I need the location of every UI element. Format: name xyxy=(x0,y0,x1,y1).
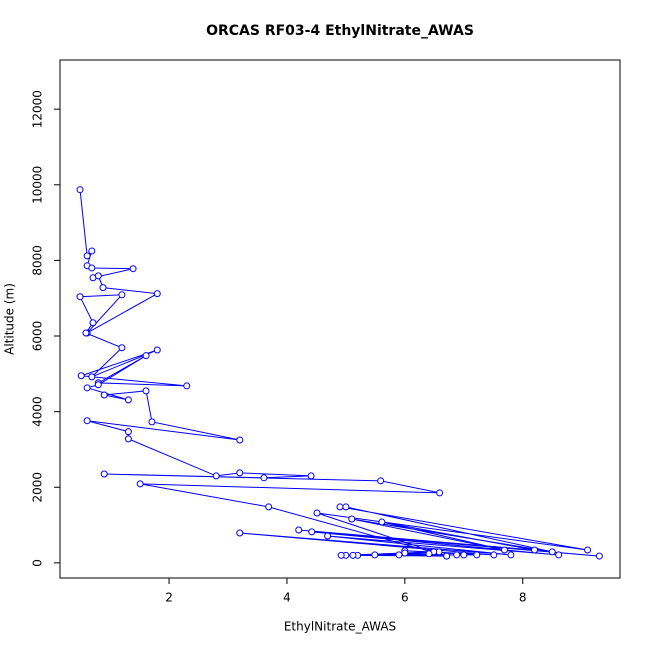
data-point xyxy=(142,387,150,395)
data-point xyxy=(83,252,91,260)
data-point xyxy=(531,546,539,554)
data-point xyxy=(348,515,356,523)
data-point xyxy=(88,373,96,381)
data-point xyxy=(94,272,102,280)
data-point xyxy=(377,477,385,485)
x-tick-label: 4 xyxy=(283,591,291,605)
data-point xyxy=(548,548,556,556)
data-point xyxy=(425,550,433,558)
data-point xyxy=(183,382,191,390)
data-point xyxy=(342,503,350,511)
x-tick-label: 6 xyxy=(401,591,409,605)
data-point xyxy=(88,247,96,255)
data-point xyxy=(336,503,344,511)
data-point xyxy=(82,329,90,337)
data-point xyxy=(89,319,97,327)
y-tick-label: 10000 xyxy=(31,166,45,204)
data-point xyxy=(500,546,508,554)
data-point xyxy=(124,428,132,436)
data-point xyxy=(490,551,498,559)
data-point xyxy=(371,551,379,559)
data-point xyxy=(595,552,603,560)
data-point xyxy=(443,552,451,560)
x-tick-label: 8 xyxy=(519,591,527,605)
data-point xyxy=(324,532,332,540)
data-point xyxy=(265,503,273,511)
data-point xyxy=(88,264,96,272)
data-point xyxy=(153,346,161,354)
data-point xyxy=(142,352,150,360)
data-point xyxy=(295,526,303,534)
data-point xyxy=(76,186,84,194)
data-point xyxy=(118,291,126,299)
data-point xyxy=(100,391,108,399)
data-point xyxy=(349,551,357,559)
data-point xyxy=(100,470,108,478)
data-point xyxy=(148,418,156,426)
data-point xyxy=(453,551,461,559)
data-point xyxy=(77,372,85,380)
data-point xyxy=(129,265,137,273)
data-point xyxy=(83,384,91,392)
data-point xyxy=(584,546,592,554)
y-tick-label: 0 xyxy=(31,559,45,567)
y-axis-label: Altitude (m) xyxy=(3,283,17,355)
data-point xyxy=(395,551,403,559)
data-point xyxy=(313,509,321,517)
data-point xyxy=(460,551,468,559)
data-point xyxy=(401,549,409,557)
data-line xyxy=(79,189,600,557)
data-point xyxy=(308,528,316,536)
plot-frame xyxy=(59,59,621,579)
data-point xyxy=(153,290,161,298)
data-point xyxy=(236,436,244,444)
y-tick-label: 2000 xyxy=(31,472,45,503)
data-point xyxy=(236,529,244,537)
data-point xyxy=(94,381,102,389)
data-point xyxy=(124,435,132,443)
data-point xyxy=(307,472,315,480)
y-tick-label: 6000 xyxy=(31,321,45,352)
y-tick-label: 8000 xyxy=(31,245,45,276)
data-point xyxy=(378,518,386,526)
data-point xyxy=(337,551,345,559)
x-axis-label: EthylNitrate_AWAS xyxy=(284,620,396,634)
data-point xyxy=(118,344,126,352)
data-point xyxy=(136,480,144,488)
data-point xyxy=(99,284,107,292)
data-point xyxy=(124,396,132,404)
y-tick-label: 4000 xyxy=(31,396,45,427)
data-point xyxy=(76,293,84,301)
data-point xyxy=(83,417,91,425)
data-point xyxy=(212,472,220,480)
data-point xyxy=(507,551,515,559)
y-tick-label: 12000 xyxy=(31,90,45,128)
data-point xyxy=(260,474,268,482)
data-point xyxy=(473,551,481,559)
data-point xyxy=(436,489,444,497)
data-point xyxy=(555,551,563,559)
data-point xyxy=(236,469,244,477)
x-tick-label: 2 xyxy=(165,591,173,605)
chart-title: ORCAS RF03-4 EthylNitrate_AWAS xyxy=(206,23,474,39)
